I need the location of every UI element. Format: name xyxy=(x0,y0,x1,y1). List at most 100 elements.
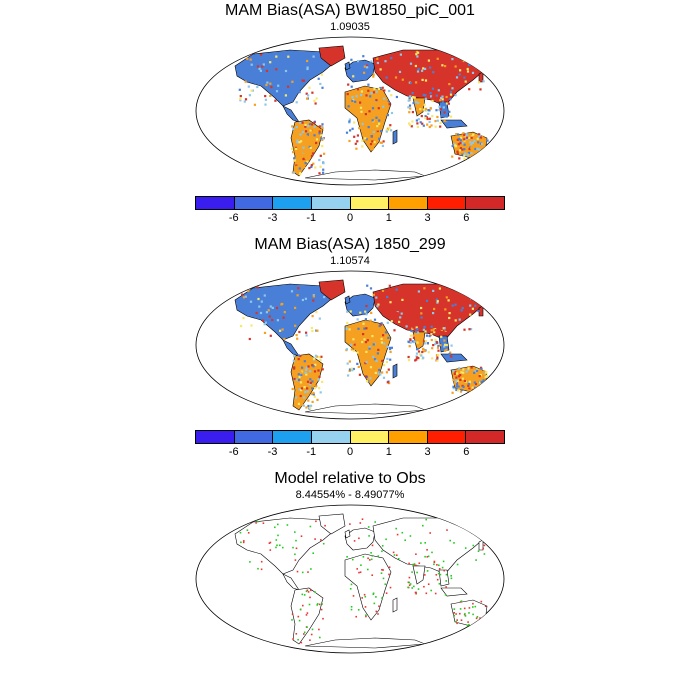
map-cell xyxy=(481,151,484,154)
map-cell xyxy=(244,295,247,298)
map-cell xyxy=(350,608,353,611)
map-cell xyxy=(482,547,484,550)
map-cell xyxy=(378,87,381,90)
map-cell xyxy=(300,357,303,360)
map-cell xyxy=(370,558,373,561)
map-cell xyxy=(472,384,475,387)
map-cell xyxy=(321,145,324,148)
map-cell xyxy=(420,306,423,310)
map-cell xyxy=(362,556,365,558)
map-cell xyxy=(428,327,431,331)
map-cell xyxy=(388,566,391,568)
map-cell xyxy=(467,50,470,53)
map-cell xyxy=(466,624,469,627)
map-cell xyxy=(321,603,323,605)
map-cell xyxy=(423,585,425,588)
map-cell xyxy=(382,577,385,580)
map-cell xyxy=(276,319,279,322)
map-cell xyxy=(453,542,455,544)
map-cell xyxy=(385,371,388,374)
map-cell xyxy=(354,142,357,145)
map-cell xyxy=(241,520,243,523)
map-cell xyxy=(434,329,437,332)
map-cell xyxy=(309,378,312,381)
map-cell xyxy=(468,148,471,151)
map-cell xyxy=(364,310,367,313)
map-cell xyxy=(310,165,313,168)
map-cell xyxy=(300,140,303,143)
map-cell xyxy=(356,60,360,63)
map-cell xyxy=(322,617,324,620)
map-cell xyxy=(454,145,458,148)
map-cell xyxy=(373,318,377,321)
map-cell xyxy=(435,98,438,101)
map-cell xyxy=(478,135,481,138)
map-cell xyxy=(467,382,470,385)
map-cell xyxy=(315,329,318,332)
panel2-colorbar xyxy=(195,430,505,444)
map-cell xyxy=(472,606,474,608)
map-cell xyxy=(420,115,423,118)
map-cell xyxy=(302,158,305,161)
map-cell xyxy=(381,597,383,599)
map-cell xyxy=(451,304,454,307)
map-cell xyxy=(301,79,304,82)
map-cell xyxy=(301,403,304,406)
map-cell xyxy=(348,328,351,331)
map-cell xyxy=(291,147,294,150)
map-cell xyxy=(408,111,411,114)
map-cell xyxy=(275,90,279,93)
map-cell xyxy=(443,111,446,114)
map-cell xyxy=(414,591,417,594)
map-cell xyxy=(362,322,365,325)
map-cell xyxy=(297,638,299,641)
map-cell xyxy=(260,300,263,303)
map-cell xyxy=(467,151,470,154)
continent-japan xyxy=(478,539,484,551)
map-cell xyxy=(373,87,376,90)
map-cell xyxy=(409,583,412,585)
map-cell xyxy=(295,126,298,129)
map-cell xyxy=(306,589,309,592)
map-cell xyxy=(425,592,428,595)
map-cell xyxy=(422,108,426,111)
map-cell xyxy=(322,171,325,174)
map-cell xyxy=(385,76,388,79)
colorbar-swatch xyxy=(389,197,428,209)
map-cell xyxy=(445,329,448,332)
map-cell xyxy=(270,86,273,89)
map-cell xyxy=(438,105,441,108)
map-cell xyxy=(479,619,482,621)
map-cell xyxy=(277,523,279,526)
map-cell xyxy=(463,607,466,610)
map-cell xyxy=(462,385,465,388)
map-cell xyxy=(434,343,437,346)
map-cell xyxy=(441,98,444,101)
map-cell xyxy=(297,358,300,361)
map-cell xyxy=(305,406,308,409)
continent-greenland xyxy=(318,45,346,67)
panel1-map xyxy=(195,36,505,186)
map-cell xyxy=(347,83,350,86)
map-cell xyxy=(465,137,468,140)
map-cell xyxy=(453,372,456,375)
map-cell xyxy=(263,323,266,326)
map-cell xyxy=(460,388,463,392)
map-cell xyxy=(303,631,306,634)
map-cell xyxy=(458,385,461,388)
map-cell xyxy=(275,68,278,71)
map-cell xyxy=(387,336,390,339)
map-cell xyxy=(448,312,451,315)
map-cell xyxy=(314,379,317,383)
map-cell xyxy=(469,141,472,144)
map-cell xyxy=(470,136,473,139)
map-cell xyxy=(269,549,272,551)
map-cell xyxy=(320,73,323,76)
map-cell xyxy=(444,349,447,352)
map-cell xyxy=(311,91,314,94)
map-cell xyxy=(464,152,467,155)
map-cell xyxy=(361,133,364,136)
map-cell xyxy=(458,137,461,141)
map-cell xyxy=(312,295,315,298)
map-cell xyxy=(482,80,485,83)
